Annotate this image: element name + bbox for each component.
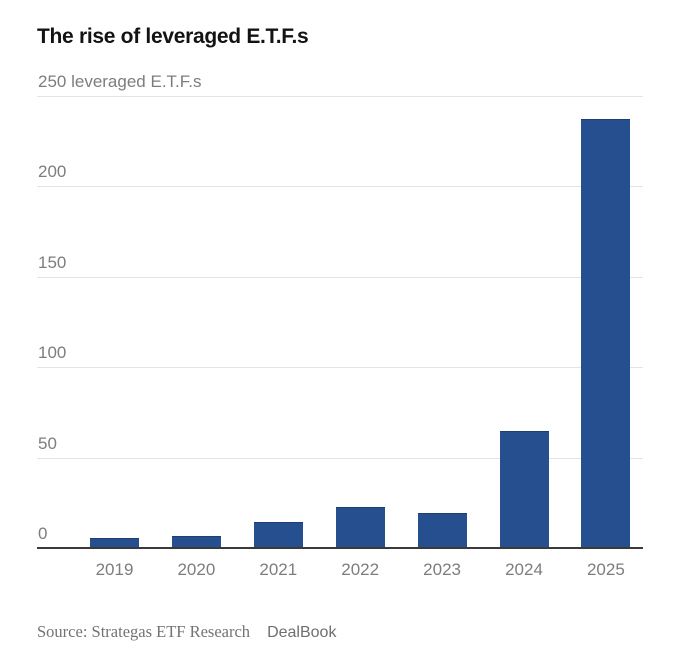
x-axis-label-2025: 2025 (586, 560, 625, 579)
chart-title: The rise of leveraged E.T.F.s (37, 25, 309, 48)
bar-2021 (253, 521, 303, 547)
gridline-200 (37, 186, 643, 188)
byline: DealBook (267, 624, 337, 641)
x-axis-label-2024: 2024 (505, 560, 543, 579)
y-axis-tick-label-100: 100 (38, 343, 67, 363)
bar-2022 (335, 507, 385, 547)
gridline-50 (37, 457, 643, 459)
y-axis-tick-label-200: 200 (38, 162, 67, 182)
x-axis-label-2021: 2021 (259, 560, 298, 579)
footer: Source: Strategas ETF Research DealBook (37, 622, 680, 642)
x-axis-label-2020: 2020 (177, 560, 216, 579)
bar-chart-plot-area: 0 50 100 150 200 250 leveraged E.T.F.s 2019 202… (37, 73, 643, 579)
x-axis-label-2023: 2023 (423, 560, 461, 579)
gridline-150 (37, 276, 643, 278)
bar-2024 (499, 431, 549, 547)
source-credit: Source: Strategas ETF Research (37, 622, 251, 641)
gridline-100 (37, 367, 643, 369)
y-axis-tick-label-0: 0 (38, 524, 48, 543)
y-axis-tick-label-250: 250 leveraged E.T.F.s (38, 72, 202, 91)
x-axis-label-2019: 2019 (95, 560, 134, 579)
bar-2023 (417, 512, 467, 547)
x-axis-line (37, 547, 643, 549)
gridline-250 (37, 96, 643, 97)
chart-card: The rise of leveraged E.T.F.s 0 50 100 150 2… (37, 25, 680, 642)
bar-2019 (90, 537, 139, 547)
bar-2025 (581, 118, 631, 547)
bar-2020 (171, 536, 221, 547)
y-axis-tick-label-50: 50 (38, 433, 57, 453)
x-axis-label-2022: 2022 (341, 560, 380, 579)
y-axis-tick-label-150: 150 (38, 252, 67, 272)
